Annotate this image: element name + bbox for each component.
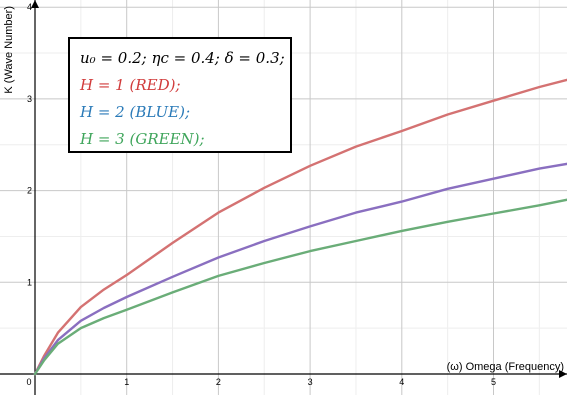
x-axis-arrow xyxy=(559,370,567,378)
x-axis-label: (ω) Omega (Frequency) xyxy=(447,361,564,373)
y-tick-label: 2 xyxy=(27,186,32,196)
series-line-3 xyxy=(33,198,567,376)
series xyxy=(33,78,567,376)
series-line-2 xyxy=(33,162,567,376)
x-tick-label: 0 xyxy=(26,377,31,387)
legend-entry-h2: H = 2 (BLUE); xyxy=(80,103,191,121)
y-axis-label: K (Wave Number) xyxy=(3,6,15,94)
legend-entry-h3: H = 3 (GREEN); xyxy=(80,130,205,148)
y-tick-label: 4 xyxy=(27,2,32,12)
x-tick-label: 3 xyxy=(308,377,313,387)
x-tick-label: 2 xyxy=(216,377,221,387)
x-tick-label: 4 xyxy=(399,377,404,387)
legend-parameters: u₀ = 0.2; ηc = 0.4; δ = 0.3; xyxy=(80,49,285,67)
y-tick-label: 1 xyxy=(27,277,32,287)
series-line-1 xyxy=(33,78,567,376)
legend: u₀ = 0.2; ηc = 0.4; δ = 0.3; H = 1 (RED)… xyxy=(68,37,292,153)
tick-labels: 0 1 2 3 4 5 1 2 3 4 xyxy=(26,2,496,387)
x-tick-label: 5 xyxy=(491,377,496,387)
legend-entry-h1: H = 1 (RED); xyxy=(80,76,181,94)
y-axis-arrow xyxy=(31,0,39,8)
x-tick-label: 1 xyxy=(124,377,129,387)
y-tick-label: 3 xyxy=(27,94,32,104)
